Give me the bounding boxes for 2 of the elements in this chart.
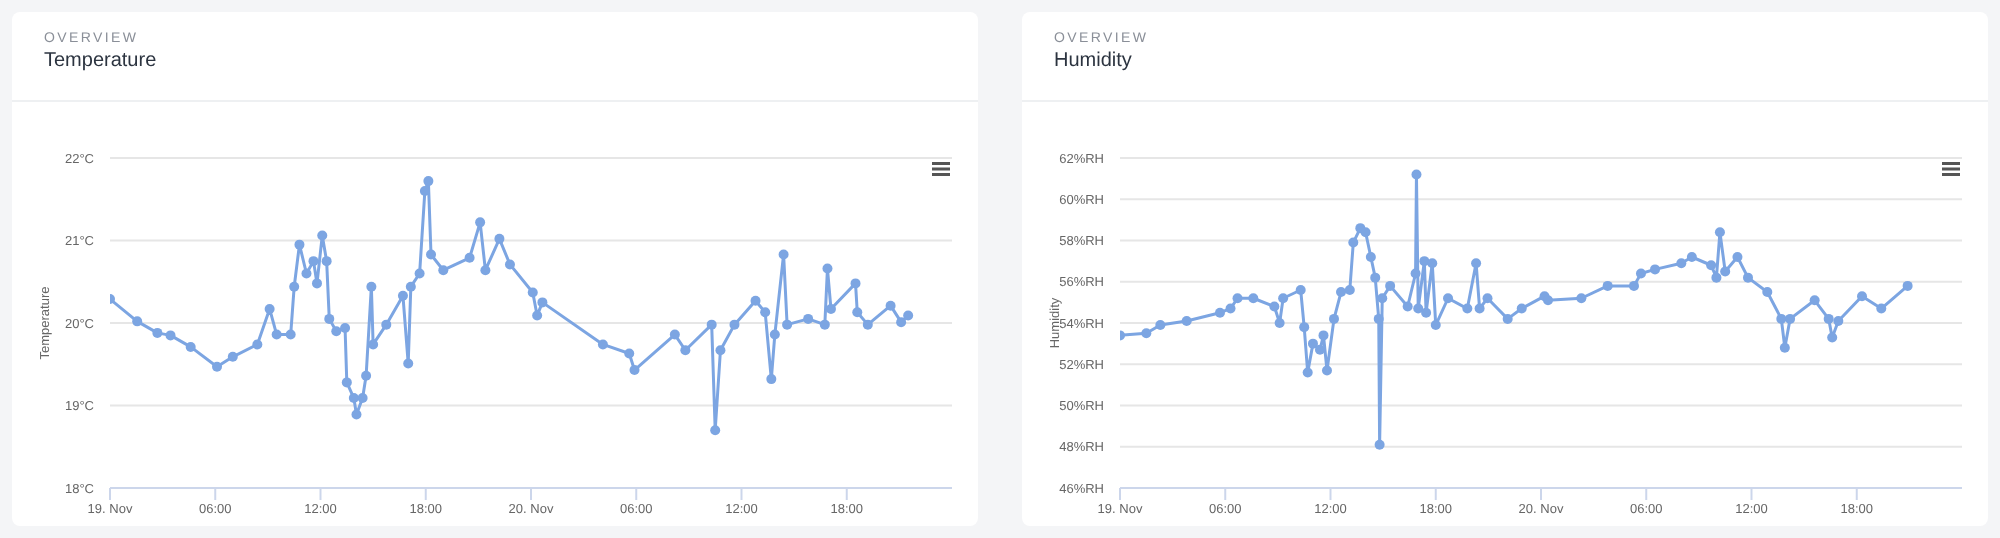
y-axis-title: Humidity bbox=[1054, 50, 1134, 72]
y-axis-title: Temperature bbox=[44, 50, 159, 72]
